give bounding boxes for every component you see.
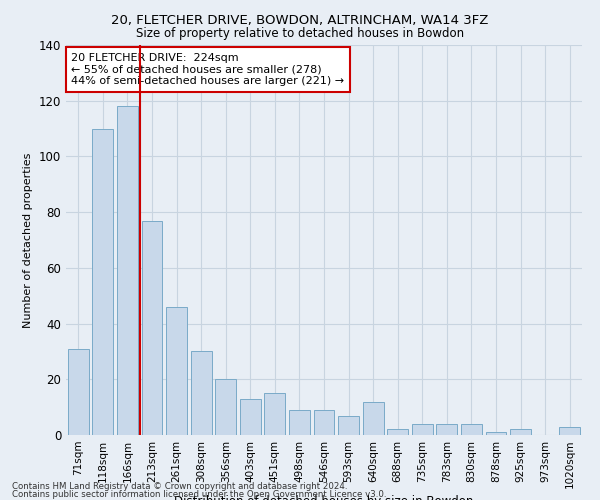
Bar: [92, 128, 113, 435]
Text: Size of property relative to detached houses in Bowdon: Size of property relative to detached ho…: [136, 28, 464, 40]
Bar: [117, 106, 138, 435]
Bar: [191, 352, 212, 435]
Text: 20 FLETCHER DRIVE:  224sqm
← 55% of detached houses are smaller (278)
44% of sem: 20 FLETCHER DRIVE: 224sqm ← 55% of detac…: [71, 53, 344, 86]
Bar: [461, 424, 482, 435]
Bar: [362, 402, 383, 435]
Bar: [314, 410, 334, 435]
Bar: [436, 424, 457, 435]
Bar: [559, 426, 580, 435]
Bar: [265, 393, 286, 435]
Text: Contains public sector information licensed under the Open Government Licence v3: Contains public sector information licen…: [12, 490, 386, 499]
Bar: [510, 430, 531, 435]
Bar: [338, 416, 359, 435]
Text: 20, FLETCHER DRIVE, BOWDON, ALTRINCHAM, WA14 3FZ: 20, FLETCHER DRIVE, BOWDON, ALTRINCHAM, …: [112, 14, 488, 27]
Y-axis label: Number of detached properties: Number of detached properties: [23, 152, 33, 328]
Bar: [215, 380, 236, 435]
Text: Contains HM Land Registry data © Crown copyright and database right 2024.: Contains HM Land Registry data © Crown c…: [12, 482, 347, 491]
Bar: [485, 432, 506, 435]
Bar: [68, 348, 89, 435]
Bar: [387, 430, 408, 435]
Bar: [166, 307, 187, 435]
X-axis label: Distribution of detached houses by size in Bowdon: Distribution of detached houses by size …: [175, 496, 473, 500]
Bar: [289, 410, 310, 435]
Bar: [240, 399, 261, 435]
Bar: [142, 220, 163, 435]
Bar: [412, 424, 433, 435]
